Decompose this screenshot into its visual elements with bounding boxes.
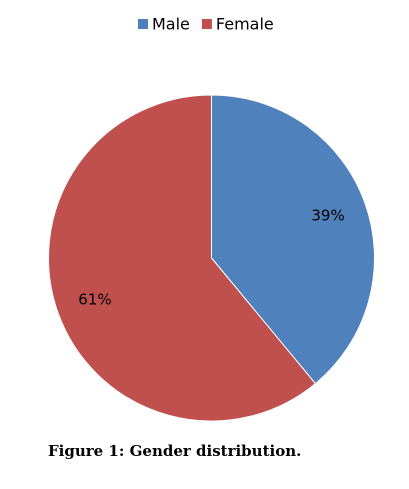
pie-slice [48,94,317,422]
pie-slice [211,94,375,385]
data-label: 61% [78,290,111,308]
legend-label: Male [152,15,190,34]
legend-swatch [138,19,148,29]
legend-label: Female [216,15,274,34]
legend-swatch [201,19,212,29]
figure-caption: Figure 1: Gender distribution. [48,442,301,460]
data-label: 39% [311,207,344,225]
